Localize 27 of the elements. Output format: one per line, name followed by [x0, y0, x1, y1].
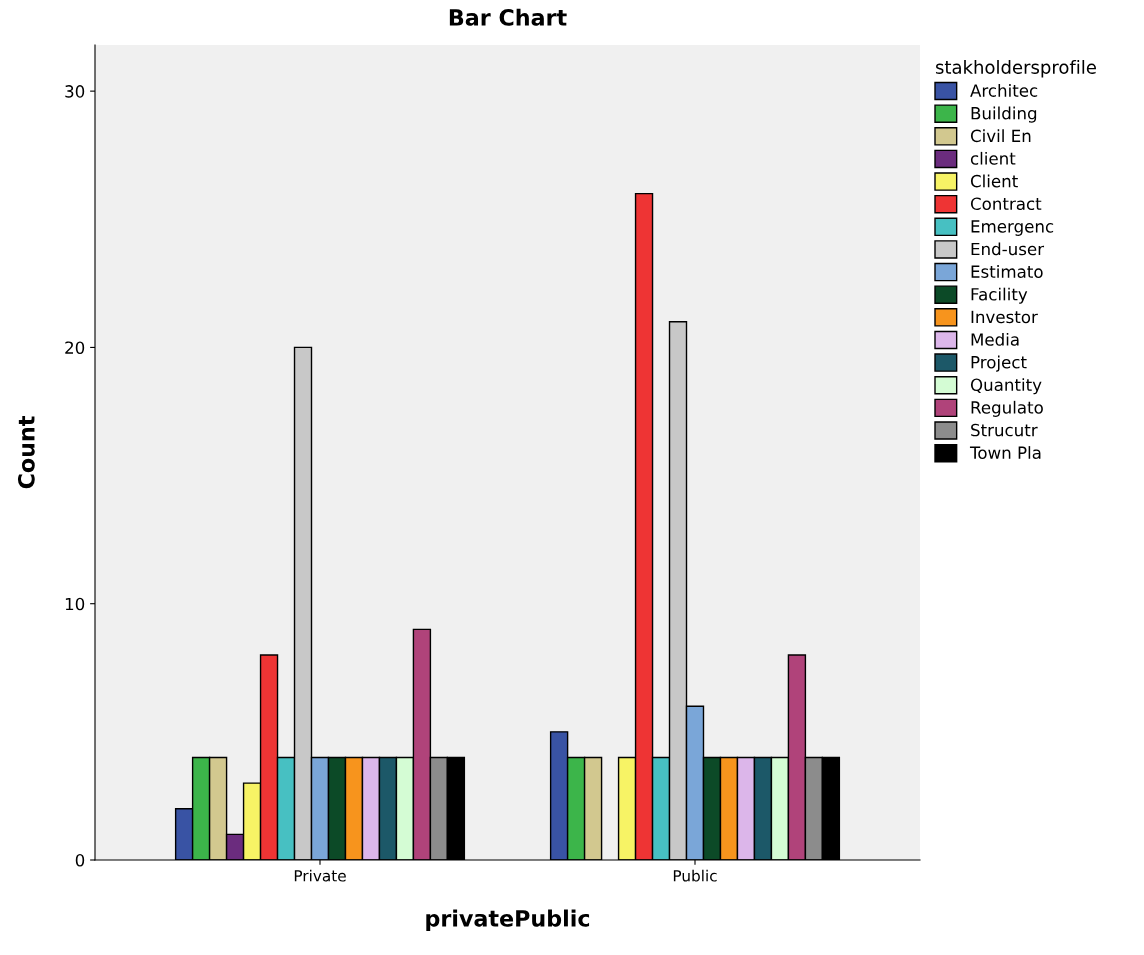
legend-label: Client	[970, 174, 1018, 188]
legend-label: Estimato	[971, 265, 1043, 278]
legend-title: stakholdersprofile	[935, 60, 1096, 78]
x-tick-label: Private	[294, 869, 346, 882]
legend-label: Regulato	[971, 400, 1043, 417]
legend-label: Town Pla	[969, 446, 1041, 459]
y-tick-label: 30	[65, 85, 85, 98]
legend-label: End-user	[971, 242, 1045, 256]
legend-label: Contract	[970, 197, 1042, 211]
x-axis-title: privatePublic	[426, 909, 590, 932]
legend-label: client	[970, 151, 1016, 165]
chart-title: Bar Chart	[449, 8, 567, 26]
legend-label: Strucutr	[971, 423, 1038, 437]
y-axis-title: Count	[17, 416, 35, 489]
y-tick-label: 20	[65, 341, 85, 354]
y-tick-label: 0	[75, 853, 85, 867]
legend-label: Quantity	[970, 378, 1042, 395]
legend-label: Building	[971, 106, 1037, 123]
legend-label: Emergenc	[971, 220, 1054, 236]
legend-label: Investor	[971, 310, 1038, 324]
legend-label: Architec	[970, 83, 1038, 97]
legend-label: Project	[971, 355, 1027, 372]
legend-label: Civil En	[970, 129, 1031, 143]
legend-label: Media	[971, 332, 1019, 346]
x-tick-label: Public	[673, 869, 717, 882]
y-tick-label: 10	[65, 597, 85, 611]
legend-label: Facility	[971, 287, 1028, 304]
